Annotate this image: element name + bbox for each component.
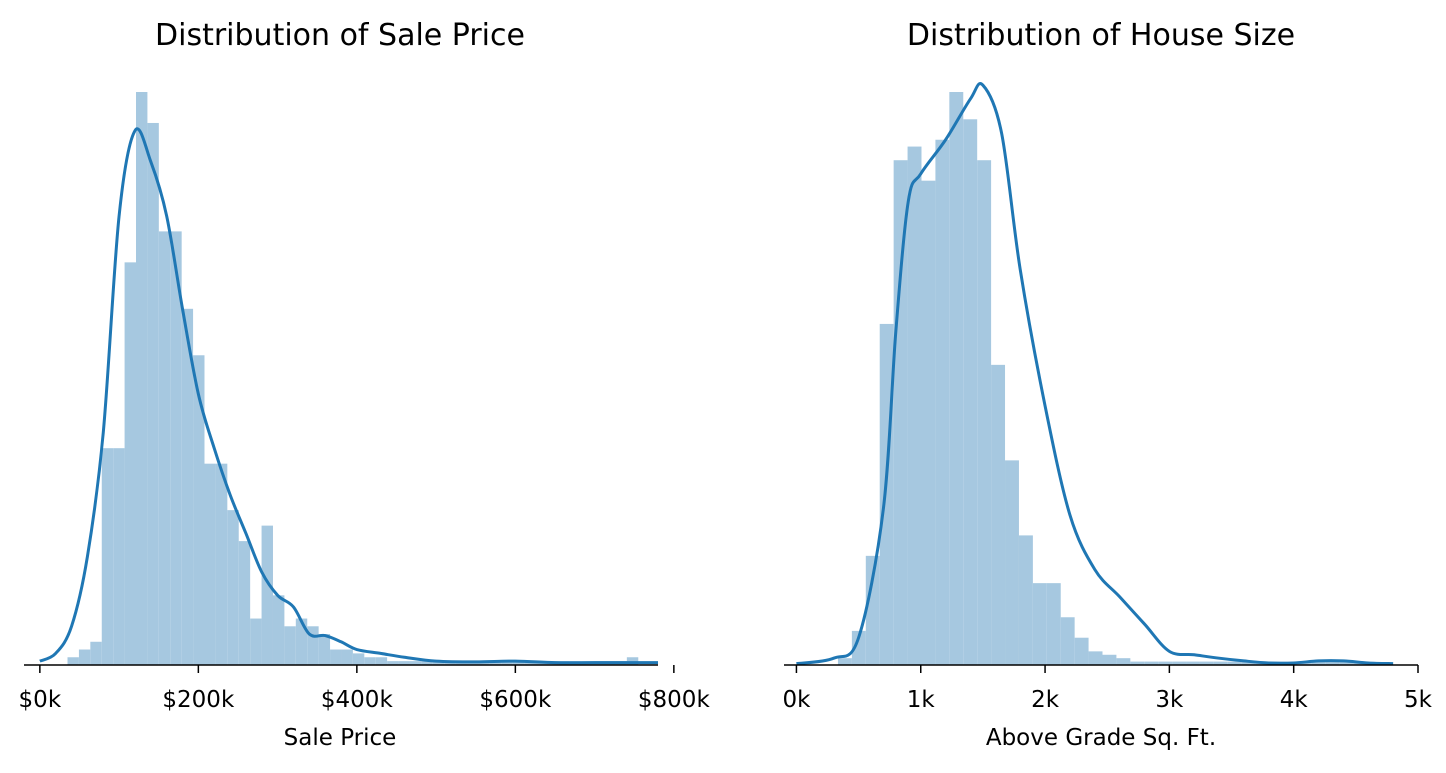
histogram-bar bbox=[1116, 658, 1131, 665]
histogram-bar bbox=[1199, 661, 1214, 665]
histogram-bar bbox=[295, 618, 308, 665]
histogram-bar bbox=[1172, 661, 1187, 665]
histogram-bar bbox=[147, 122, 159, 666]
histogram-bar bbox=[352, 653, 365, 665]
histogram-bar bbox=[1074, 637, 1089, 665]
histogram-bar bbox=[1339, 661, 1354, 665]
histogram-bar bbox=[364, 657, 376, 665]
histogram-bar bbox=[1144, 661, 1159, 665]
histogram-bar bbox=[935, 139, 950, 665]
histogram-bar bbox=[101, 448, 114, 665]
histogram-bar bbox=[170, 231, 182, 666]
histogram-bar bbox=[907, 146, 922, 666]
histogram-bar bbox=[135, 92, 148, 665]
histogram-bar bbox=[124, 262, 136, 665]
x-tick-label: 3k bbox=[1155, 687, 1184, 713]
x-axis-ticks: $0k $200k $400k $600k $800k bbox=[19, 665, 711, 713]
histogram-bar bbox=[1060, 617, 1075, 665]
histogram-bars bbox=[837, 92, 1368, 666]
x-axis-label: Sale Price bbox=[284, 725, 397, 751]
histogram-bar bbox=[215, 463, 228, 665]
kde-curve bbox=[39, 127, 658, 665]
x-tick-label: $600k bbox=[479, 687, 552, 713]
x-tick-label: 2k bbox=[1031, 687, 1060, 713]
histogram-bar bbox=[1158, 661, 1173, 665]
histogram-bar bbox=[1005, 460, 1019, 665]
x-tick-label: $0k bbox=[19, 687, 62, 713]
chart-title: Distribution of Sale Price bbox=[155, 18, 525, 53]
x-axis-ticks: 0k 1k 2k 3k 4k 5k bbox=[782, 665, 1433, 713]
histogram-bar bbox=[921, 180, 936, 665]
histogram-bars bbox=[67, 92, 639, 666]
x-axis-label: Above Grade Sq. Ft. bbox=[986, 725, 1216, 751]
histogram-bar bbox=[1186, 661, 1200, 665]
histogram-bar bbox=[193, 355, 205, 665]
histogram-bar bbox=[158, 231, 171, 666]
histogram-bar bbox=[78, 649, 91, 665]
histogram-bar bbox=[893, 160, 908, 665]
histogram-bar bbox=[318, 634, 331, 665]
histogram-bar bbox=[837, 658, 852, 665]
house-size-chart: Distribution of House Size 0k 1k 2k 3k 4k 5k … bbox=[782, 18, 1432, 751]
x-tick-label: 0k bbox=[782, 687, 811, 713]
histogram-bar bbox=[1130, 661, 1145, 665]
histogram-bar bbox=[949, 92, 964, 665]
histogram-bar bbox=[1032, 583, 1047, 665]
histogram-bar bbox=[977, 160, 992, 665]
chart-title: Distribution of House Size bbox=[907, 18, 1295, 53]
x-tick-label: 1k bbox=[907, 687, 936, 713]
histogram-bar bbox=[1088, 651, 1103, 665]
histogram-bar bbox=[1325, 661, 1340, 665]
histogram-bar bbox=[341, 649, 353, 665]
histogram-bar bbox=[963, 119, 978, 666]
histogram-bar bbox=[67, 657, 79, 665]
histogram-bar bbox=[261, 525, 273, 665]
histogram-bar bbox=[851, 630, 866, 665]
histogram-bar bbox=[330, 649, 342, 665]
kde-curve bbox=[796, 82, 1394, 666]
histogram-bar bbox=[238, 541, 251, 665]
histogram-bar bbox=[865, 555, 880, 665]
histogram-bar bbox=[398, 661, 410, 665]
histogram-bar bbox=[1241, 661, 1256, 665]
histogram-bar bbox=[1018, 535, 1033, 665]
histogram-bar bbox=[421, 661, 433, 665]
histogram-bar bbox=[284, 626, 296, 665]
histogram-bar bbox=[181, 308, 194, 665]
histogram-bar bbox=[489, 661, 502, 665]
histogram-bar bbox=[1102, 654, 1117, 665]
histogram-bar bbox=[501, 661, 513, 665]
histogram-bar bbox=[432, 661, 445, 665]
histogram-bar bbox=[250, 618, 262, 665]
sale-price-chart: Distribution of Sale Price $0k $200k $400k… bbox=[19, 18, 711, 751]
histogram-bar bbox=[90, 641, 102, 665]
histogram-bar bbox=[1046, 583, 1061, 665]
histogram-bar bbox=[626, 657, 639, 665]
histogram-bar bbox=[375, 657, 388, 665]
histogram-bar bbox=[204, 463, 216, 665]
histogram-bar bbox=[307, 626, 319, 665]
histogram-bar bbox=[512, 661, 525, 665]
histogram-bar bbox=[991, 364, 1006, 665]
x-tick-label: 5k bbox=[1404, 687, 1433, 713]
x-tick-label: 4k bbox=[1280, 687, 1309, 713]
x-tick-label: $200k bbox=[162, 687, 235, 713]
histogram-bar bbox=[1227, 661, 1242, 665]
histogram-bar bbox=[1311, 661, 1326, 665]
x-tick-label: $800k bbox=[638, 687, 711, 713]
histogram-bar bbox=[227, 510, 239, 665]
histogram-bar bbox=[1213, 661, 1228, 665]
histogram-bar bbox=[113, 448, 125, 665]
histogram-bar bbox=[409, 661, 422, 665]
histogram-bar bbox=[272, 595, 285, 665]
histogram-bar bbox=[387, 661, 399, 665]
x-tick-label: $400k bbox=[321, 687, 394, 713]
